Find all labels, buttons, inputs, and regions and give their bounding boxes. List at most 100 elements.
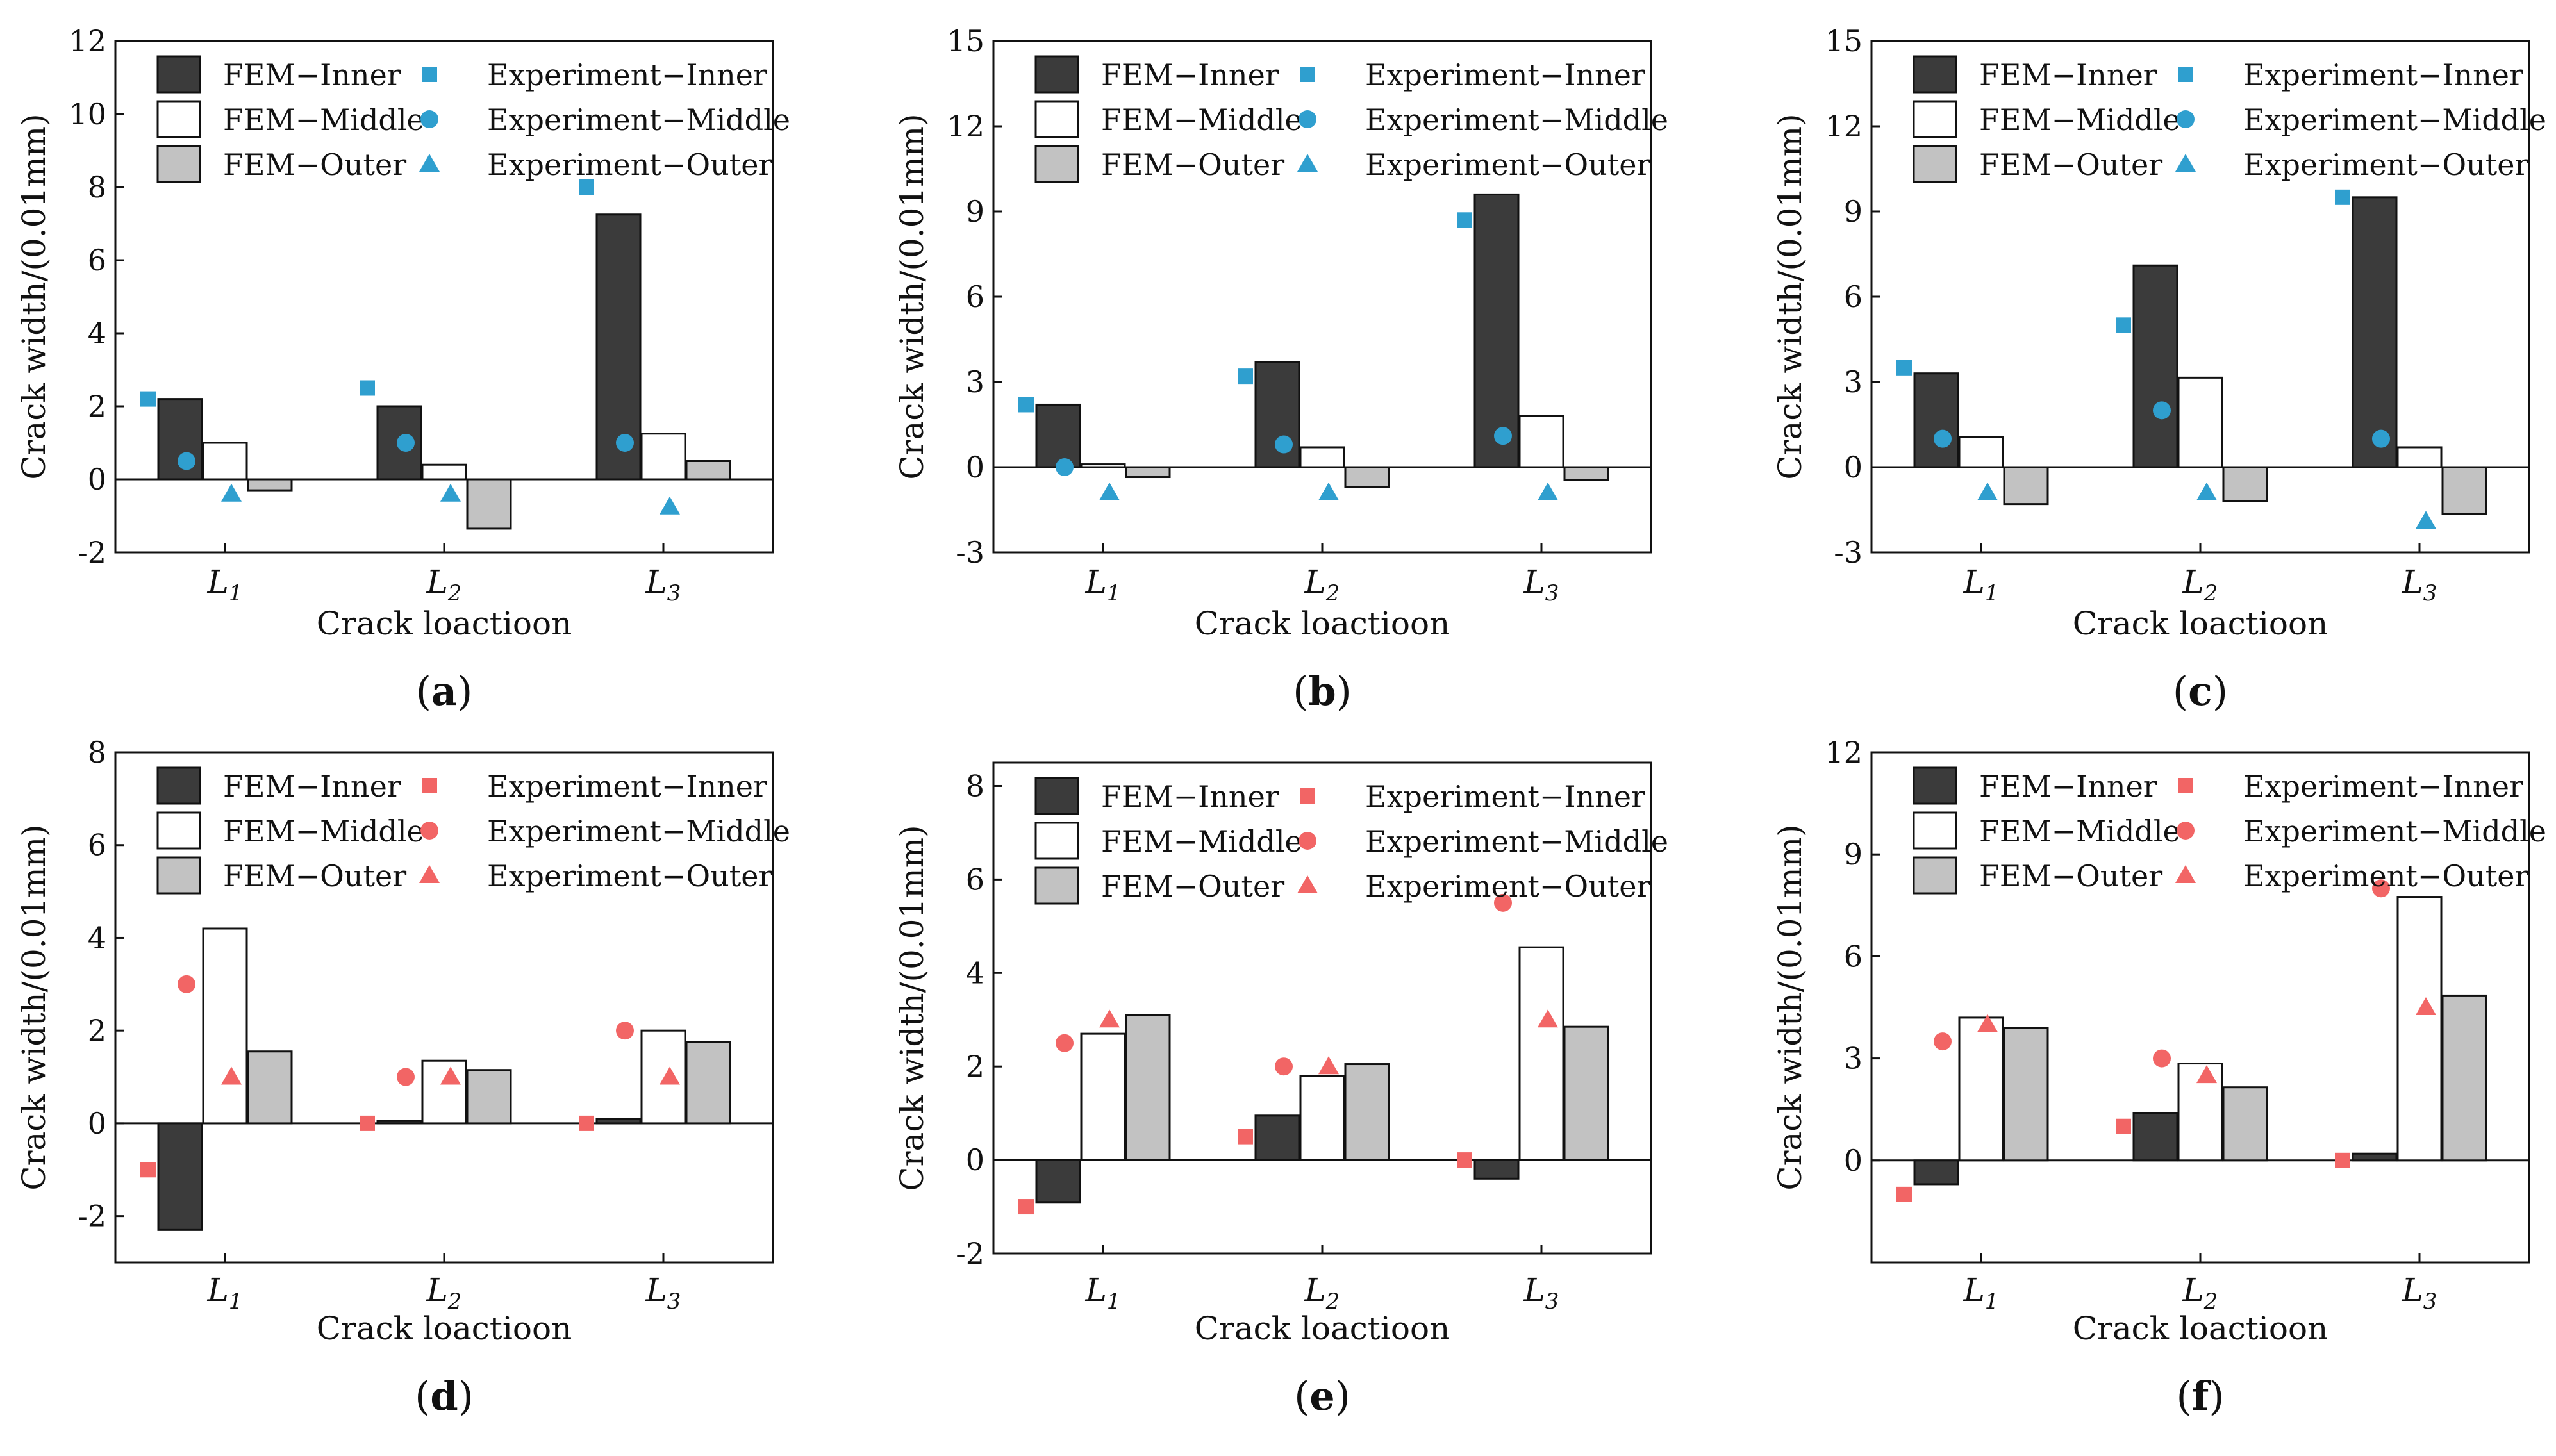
y-tick-label: 6 xyxy=(88,243,106,277)
x-tick-label-l2: L2 xyxy=(1304,563,1340,606)
x-tick-label-l2: L2 xyxy=(426,1271,462,1314)
legend-label-exp-middle: Experiment−Middle xyxy=(487,814,790,848)
legend-label-fem-inner: FEM−Inner xyxy=(1101,779,1279,814)
panel-label: (d) xyxy=(415,1373,474,1419)
bar-fem-outer-l1 xyxy=(1125,466,1171,479)
legend-label-exp-outer: Experiment−Outer xyxy=(2243,859,2528,893)
legend-label-exp-outer: Experiment−Outer xyxy=(1365,869,1650,904)
bar-fem-outer-l2 xyxy=(2222,1086,2268,1162)
bar-fem-middle-l1 xyxy=(1958,1016,2004,1162)
point-exp-outer-l1 xyxy=(221,1066,242,1085)
legend-marker-exp-inner xyxy=(2178,67,2193,82)
point-exp-middle-l2 xyxy=(397,434,415,452)
legend-label-fem-middle: FEM−Middle xyxy=(1979,103,2180,137)
x-tick-label-l1: L1 xyxy=(1963,563,1999,606)
y-tick-label: 12 xyxy=(947,109,984,144)
x-tick-label-l2: L2 xyxy=(1304,1271,1340,1314)
x-tick-label-l3: L3 xyxy=(1523,563,1559,606)
legend-label-fem-outer: FEM−Outer xyxy=(1979,147,2162,182)
y-tick-label: 3 xyxy=(1844,365,1863,399)
chart-panel-f: 0 3 6 9 12 L1 L2 L3 Crack loactioon Crack width/(… xyxy=(1772,735,2546,1419)
bar-fem-outer-l3 xyxy=(1563,1025,1609,1161)
y-tick-label: 6 xyxy=(966,862,984,897)
bar-fem-inner-l2 xyxy=(376,1120,422,1125)
y-axis-label: Crack width/(0.01mm) xyxy=(893,825,931,1191)
y-tick-label: 2 xyxy=(88,1013,106,1048)
legend-label-exp-inner: Experiment−Inner xyxy=(487,58,767,92)
legend-marker-exp-inner xyxy=(1300,67,1315,82)
y-tick-label: 6 xyxy=(1844,279,1863,314)
y-tick-label: 12 xyxy=(69,24,106,58)
y-tick-label: 4 xyxy=(88,316,106,351)
point-exp-outer-l2 xyxy=(2196,1065,2217,1084)
legend-label-fem-middle: FEM−Middle xyxy=(223,103,424,137)
legend-label-fem-inner: FEM−Inner xyxy=(1979,769,2157,804)
point-exp-outer-l1 xyxy=(1977,482,1998,500)
point-exp-inner-l1 xyxy=(1896,1186,1912,1202)
legend-label-exp-outer: Experiment−Outer xyxy=(2243,147,2528,182)
legend-marker-exp-middle xyxy=(1299,110,1316,128)
x-tick-label-l1: L1 xyxy=(207,563,243,606)
bar-fem-middle-l3 xyxy=(640,1029,686,1125)
y-tick-label: 8 xyxy=(88,735,106,770)
legend-swatch-fem-middle xyxy=(1913,811,1957,850)
y-tick-label: 15 xyxy=(947,24,984,58)
point-exp-outer-l1 xyxy=(1099,1009,1120,1028)
legend: FEM−Inner Experiment−Inner FEM−Middle Exper… xyxy=(156,55,790,183)
bar-fem-middle-l1 xyxy=(202,927,248,1125)
legend-label-exp-middle: Experiment−Middle xyxy=(1365,103,1668,137)
x-tick-label-l2: L2 xyxy=(2182,563,2218,606)
x-tick-label-l1: L1 xyxy=(1963,1271,1999,1314)
legend-label-exp-middle: Experiment−Middle xyxy=(2243,814,2546,848)
y-tick-label: 4 xyxy=(88,920,106,955)
x-tick-label-l3: L3 xyxy=(645,563,681,606)
y-axis-label: Crack width/(0.01mm) xyxy=(893,113,931,479)
legend-label-fem-outer: FEM−Outer xyxy=(1101,147,1284,182)
legend-swatch-fem-inner xyxy=(1034,777,1079,815)
y-tick-label: 9 xyxy=(966,194,984,229)
legend-marker-exp-middle xyxy=(420,822,438,840)
point-exp-middle-l1 xyxy=(1056,1034,1074,1052)
bar-fem-middle-l1 xyxy=(1080,463,1126,468)
y-tick-label: 0 xyxy=(966,1143,984,1177)
y-tick-label: 4 xyxy=(966,956,984,990)
bar-fem-outer-l2 xyxy=(466,478,512,530)
panel-label: (b) xyxy=(1293,668,1352,715)
legend-swatch-fem-inner xyxy=(156,55,201,94)
legend-label-exp-middle: Experiment−Middle xyxy=(487,103,790,137)
legend-label-exp-outer: Experiment−Outer xyxy=(487,859,772,893)
point-exp-outer-l2 xyxy=(440,1066,461,1085)
legend-label-fem-middle: FEM−Middle xyxy=(1101,103,1302,137)
bar-fem-middle-l2 xyxy=(421,1059,467,1125)
legend-label-fem-outer: FEM−Outer xyxy=(223,147,406,182)
legend-label-exp-inner: Experiment−Inner xyxy=(2243,58,2523,92)
legend-label-fem-middle: FEM−Middle xyxy=(1979,814,2180,848)
point-exp-middle-l3 xyxy=(616,434,634,452)
legend-swatch-fem-outer xyxy=(1913,856,1957,895)
bar-fem-inner-l1 xyxy=(1035,403,1081,468)
y-tick-label: 9 xyxy=(1844,194,1863,229)
bar-fem-inner-l1 xyxy=(1913,372,1959,468)
point-exp-inner-l2 xyxy=(1238,1129,1253,1145)
point-exp-middle-l3 xyxy=(2372,879,2390,898)
x-tick-label-l1: L1 xyxy=(207,1271,243,1314)
bar-fem-middle-l3 xyxy=(640,433,686,481)
x-tick-label-l2: L2 xyxy=(426,563,462,606)
y-tick-label: 3 xyxy=(966,365,984,399)
x-tick-label-l3: L3 xyxy=(2402,1271,2437,1314)
legend-label-exp-middle: Experiment−Middle xyxy=(2243,103,2546,137)
point-exp-inner-l1 xyxy=(1896,360,1912,376)
point-exp-outer-l1 xyxy=(221,483,242,502)
legend-label-exp-inner: Experiment−Inner xyxy=(2243,769,2523,804)
point-exp-middle-l3 xyxy=(1494,427,1512,445)
y-tick-label: -2 xyxy=(78,535,106,570)
point-exp-inner-l3 xyxy=(2335,1152,2350,1168)
point-exp-inner-l3 xyxy=(579,1115,594,1131)
point-exp-outer-l3 xyxy=(1538,482,1558,500)
point-exp-middle-l2 xyxy=(2153,401,2171,420)
point-exp-outer-l2 xyxy=(440,483,461,502)
point-exp-outer-l2 xyxy=(2196,482,2217,500)
point-exp-inner-l3 xyxy=(1457,212,1472,228)
point-exp-middle-l1 xyxy=(1934,429,1952,448)
bar-fem-middle-l1 xyxy=(1080,1032,1126,1161)
